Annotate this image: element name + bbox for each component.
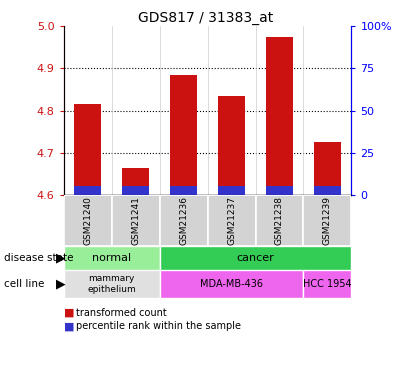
Text: disease state: disease state — [4, 253, 74, 263]
Text: GSM21239: GSM21239 — [323, 196, 332, 245]
Bar — [266, 37, 293, 195]
Bar — [112, 195, 159, 246]
Text: GSM21240: GSM21240 — [83, 196, 92, 245]
Text: normal: normal — [92, 253, 131, 263]
Bar — [64, 246, 159, 270]
Bar — [171, 186, 197, 195]
Text: ■: ■ — [64, 321, 74, 331]
Bar — [208, 195, 256, 246]
Text: GSM21238: GSM21238 — [275, 196, 284, 245]
Bar — [122, 186, 149, 195]
Bar — [303, 195, 351, 246]
Bar — [122, 168, 149, 195]
Text: GSM21237: GSM21237 — [227, 196, 236, 245]
Bar — [159, 270, 303, 298]
Text: mammary
epithelium: mammary epithelium — [87, 274, 136, 294]
Text: transformed count: transformed count — [76, 308, 167, 318]
Bar — [64, 195, 112, 246]
Text: GDS817 / 31383_at: GDS817 / 31383_at — [138, 11, 273, 25]
Bar — [314, 142, 341, 195]
Bar — [159, 195, 208, 246]
Bar — [218, 186, 245, 195]
Text: ▶: ▶ — [56, 278, 66, 291]
Text: GSM21236: GSM21236 — [179, 196, 188, 245]
Text: cell line: cell line — [4, 279, 44, 289]
Bar — [314, 186, 341, 195]
Bar — [159, 246, 351, 270]
Text: MDA-MB-436: MDA-MB-436 — [200, 279, 263, 289]
Bar — [171, 75, 197, 195]
Bar — [74, 186, 101, 195]
Text: percentile rank within the sample: percentile rank within the sample — [76, 321, 241, 331]
Text: ■: ■ — [64, 308, 74, 318]
Bar — [266, 186, 293, 195]
Text: cancer: cancer — [237, 253, 275, 263]
Bar — [74, 104, 101, 195]
Bar — [256, 195, 303, 246]
Text: HCC 1954: HCC 1954 — [303, 279, 352, 289]
Text: ▶: ▶ — [56, 251, 66, 264]
Bar — [64, 270, 159, 298]
Bar — [303, 270, 351, 298]
Bar — [218, 96, 245, 195]
Text: GSM21241: GSM21241 — [131, 196, 140, 245]
